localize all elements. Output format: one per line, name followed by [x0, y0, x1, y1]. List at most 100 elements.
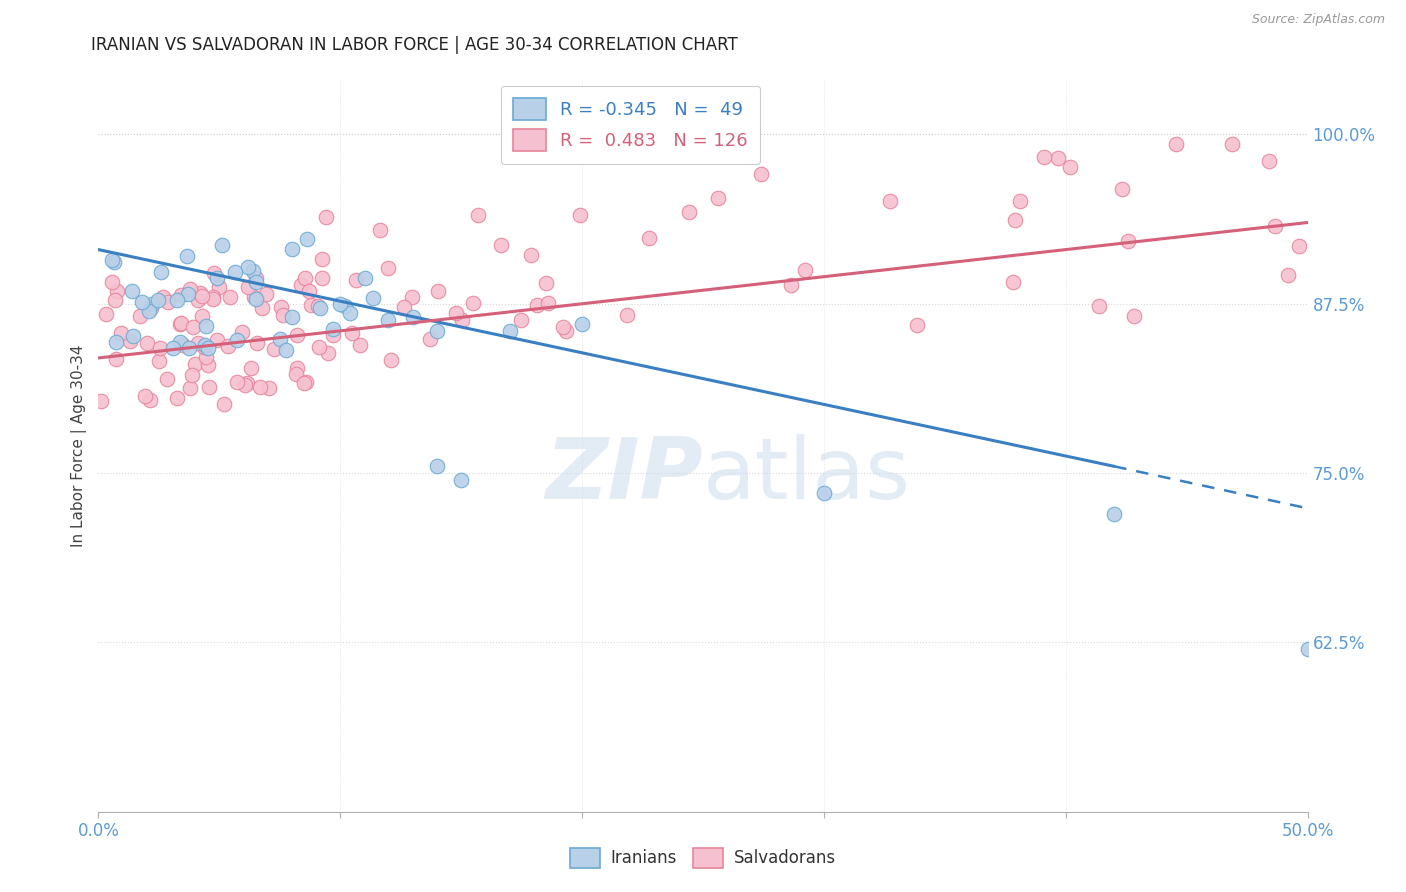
- Point: [224, 265, 246, 279]
- Point: [239, 361, 262, 376]
- Point: [101, 253, 124, 268]
- Point: [491, 238, 513, 252]
- Point: [205, 271, 228, 285]
- Point: [169, 316, 191, 330]
- Point: [141, 297, 163, 311]
- Legend: Iranians, Salvadorans: Iranians, Salvadorans: [564, 841, 842, 875]
- Point: [308, 340, 330, 354]
- Point: [152, 291, 174, 305]
- Point: [212, 397, 235, 411]
- Point: [599, 147, 621, 161]
- Point: [707, 191, 730, 205]
- Point: [190, 309, 212, 323]
- Point: [377, 260, 399, 275]
- Point: [401, 290, 423, 304]
- Point: [103, 255, 125, 269]
- Point: [749, 167, 772, 181]
- Point: [354, 270, 377, 285]
- Point: [520, 248, 543, 262]
- Point: [377, 313, 399, 327]
- Point: [193, 340, 215, 354]
- Point: [197, 358, 219, 372]
- Point: [308, 301, 330, 316]
- Point: [281, 242, 304, 256]
- Point: [242, 264, 264, 278]
- Point: [281, 310, 304, 325]
- Point: [1257, 153, 1279, 168]
- Point: [150, 265, 173, 279]
- Point: [188, 286, 211, 301]
- Point: [236, 260, 259, 275]
- Point: [181, 320, 204, 334]
- Point: [311, 252, 333, 266]
- Point: [141, 301, 163, 315]
- Point: [202, 266, 225, 280]
- Point: [219, 290, 242, 304]
- Point: [285, 360, 308, 375]
- Point: [187, 335, 209, 350]
- Point: [1001, 275, 1024, 289]
- Point: [233, 378, 256, 392]
- Point: [197, 380, 219, 394]
- Y-axis label: In Labor Force | Age 30-34: In Labor Force | Age 30-34: [72, 344, 87, 548]
- Point: [245, 335, 267, 350]
- Point: [226, 333, 249, 347]
- Point: [294, 271, 316, 285]
- Point: [794, 263, 817, 277]
- Point: [217, 338, 239, 352]
- Point: [879, 194, 901, 209]
- Point: [292, 376, 315, 390]
- Point: [157, 295, 180, 310]
- Point: [177, 341, 200, 355]
- Point: [105, 334, 128, 349]
- Point: [177, 286, 200, 301]
- Point: [122, 329, 145, 343]
- Point: [361, 291, 384, 305]
- Point: [1288, 239, 1310, 253]
- Point: [329, 297, 352, 311]
- Point: [322, 321, 344, 335]
- Point: [907, 318, 929, 333]
- Point: [139, 392, 162, 407]
- Point: [450, 473, 472, 487]
- Point: [1277, 268, 1299, 282]
- Point: [274, 343, 297, 357]
- Point: [252, 301, 274, 316]
- Point: [135, 335, 157, 350]
- Point: [254, 287, 277, 301]
- Point: [110, 326, 132, 341]
- Point: [1264, 219, 1286, 234]
- Point: [813, 486, 835, 500]
- Point: [537, 295, 560, 310]
- Point: [311, 270, 333, 285]
- Point: [166, 391, 188, 405]
- Point: [1004, 213, 1026, 227]
- Point: [678, 204, 700, 219]
- Point: [307, 299, 329, 313]
- Point: [156, 371, 179, 385]
- Point: [392, 300, 415, 314]
- Point: [195, 350, 218, 364]
- Point: [290, 278, 312, 293]
- Point: [245, 292, 267, 306]
- Point: [569, 208, 592, 222]
- Point: [402, 310, 425, 325]
- Point: [1111, 182, 1133, 196]
- Point: [1008, 194, 1031, 209]
- Point: [315, 210, 337, 224]
- Point: [1087, 299, 1109, 313]
- Text: atlas: atlas: [703, 434, 911, 516]
- Point: [1220, 136, 1243, 151]
- Point: [273, 308, 295, 322]
- Point: [197, 342, 219, 356]
- Point: [184, 357, 207, 371]
- Point: [269, 332, 291, 346]
- Point: [536, 276, 558, 290]
- Point: [333, 299, 356, 313]
- Point: [226, 376, 249, 390]
- Point: [149, 342, 172, 356]
- Point: [194, 337, 217, 351]
- Point: [245, 275, 267, 289]
- Point: [427, 285, 450, 299]
- Point: [451, 312, 474, 326]
